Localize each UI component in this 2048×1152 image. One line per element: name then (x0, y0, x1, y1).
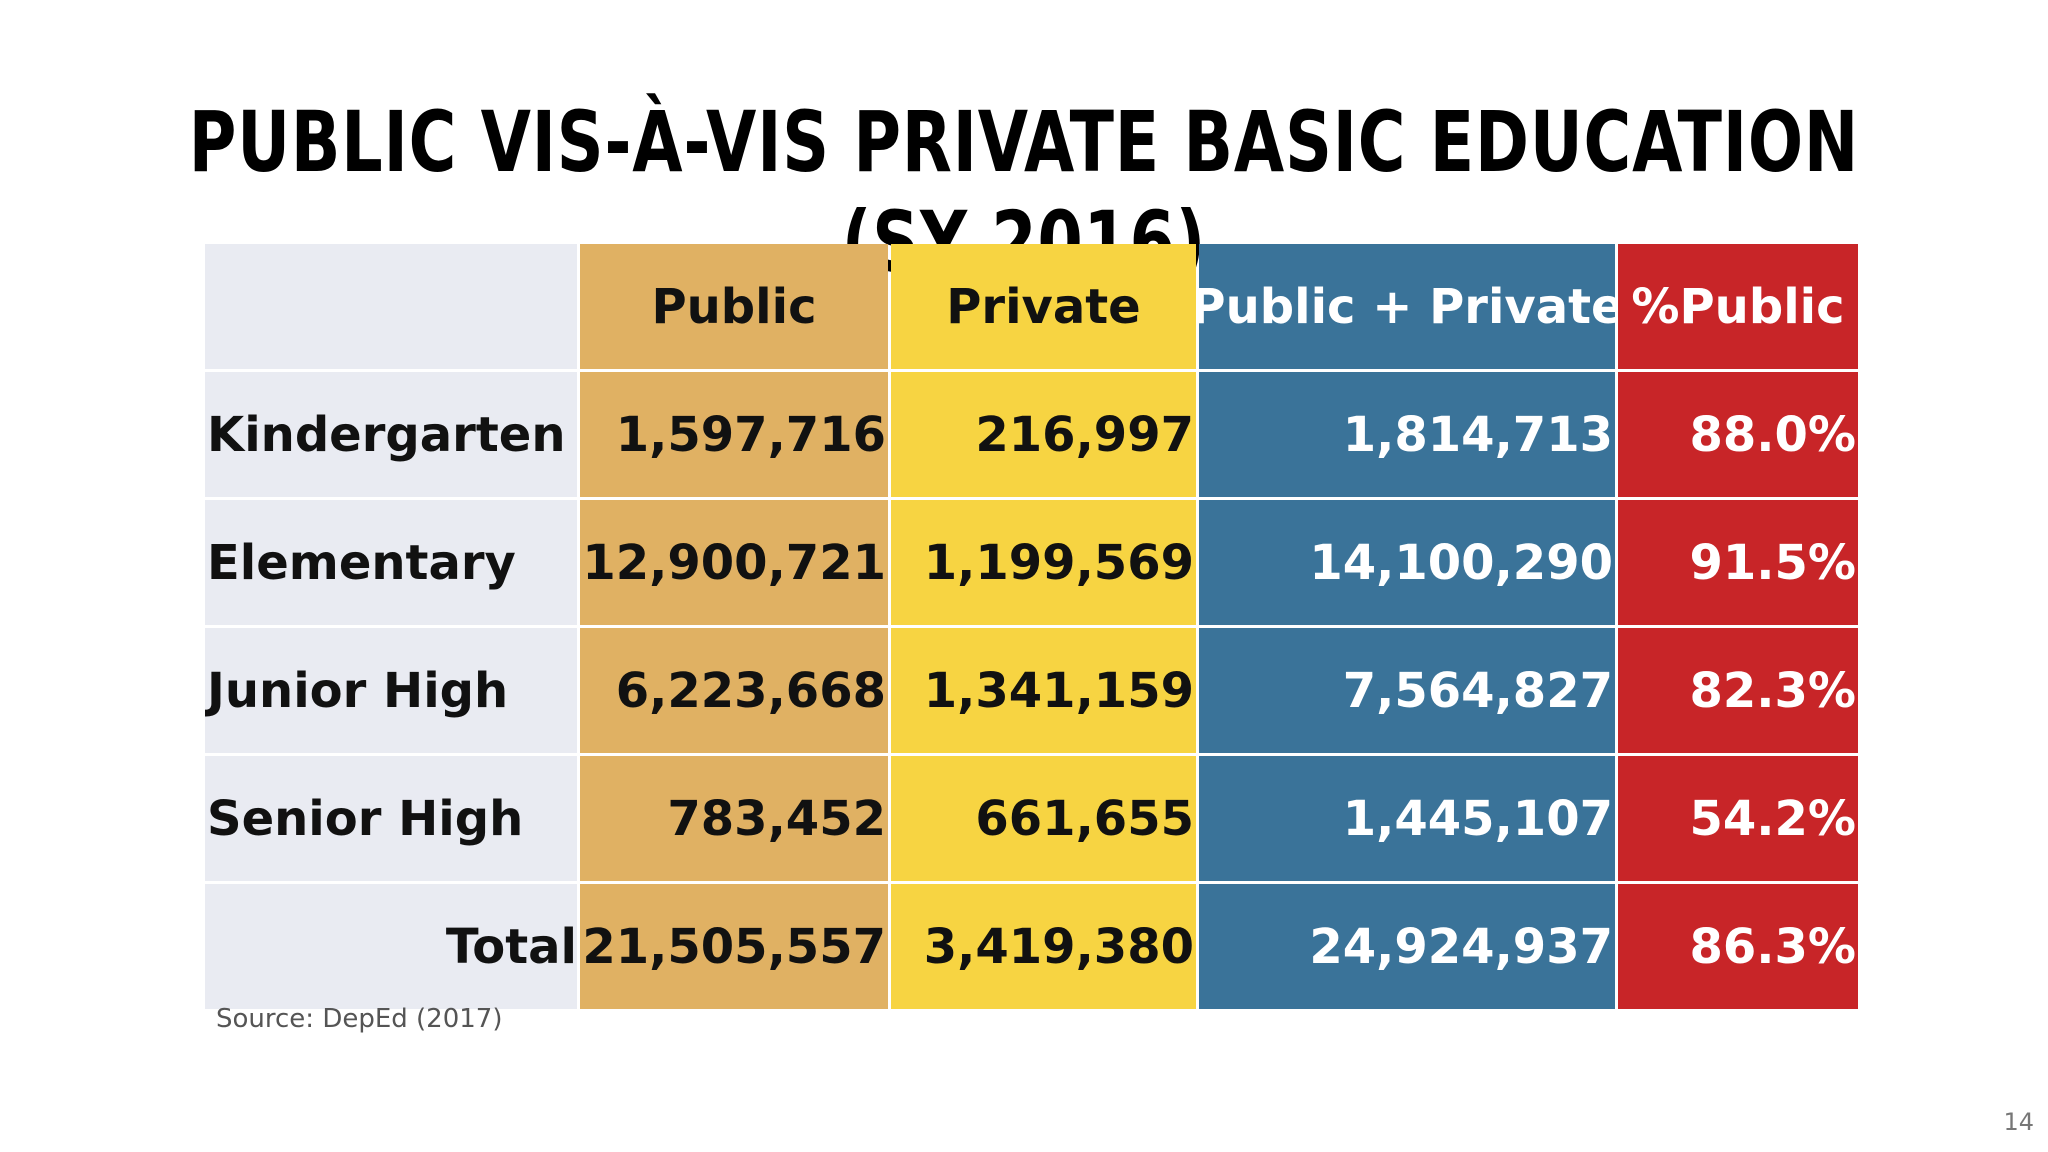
source-note: Source: DepEd (2017) (216, 1004, 503, 1034)
kindergarten-public: 1,597,716 (580, 372, 888, 497)
education-table: Public Private Public + Private %Public … (205, 244, 1858, 1009)
senior-high-public: 783,452 (580, 756, 888, 881)
senior-high-total: 1,445,107 (1199, 756, 1615, 881)
kindergarten-private: 216,997 (891, 372, 1196, 497)
header-public-plus-private: Public + Private (1199, 244, 1615, 369)
elementary-total: 14,100,290 (1199, 500, 1615, 625)
slide-title: Public vis-à-vis Private Basic Education… (188, 93, 1860, 291)
total-private: 3,419,380 (891, 884, 1196, 1009)
row-label-junior-high: Junior High (205, 628, 577, 753)
header-public: Public (580, 244, 888, 369)
junior-high-private: 1,341,159 (891, 628, 1196, 753)
senior-high-pct-public: 54.2% (1618, 756, 1858, 881)
row-label-total: Total (205, 884, 577, 1009)
total-total: 24,924,937 (1199, 884, 1615, 1009)
junior-high-total: 7,564,827 (1199, 628, 1615, 753)
kindergarten-pct-public: 88.0% (1618, 372, 1858, 497)
senior-high-private: 661,655 (891, 756, 1196, 881)
table-header-corner (205, 244, 577, 369)
page-number: 14 (2003, 1108, 2034, 1136)
total-public: 21,505,557 (580, 884, 888, 1009)
row-label-elementary: Elementary (205, 500, 577, 625)
elementary-pct-public: 91.5% (1618, 500, 1858, 625)
elementary-public: 12,900,721 (580, 500, 888, 625)
junior-high-pct-public: 82.3% (1618, 628, 1858, 753)
row-label-kindergarten: Kindergarten (205, 372, 577, 497)
elementary-private: 1,199,569 (891, 500, 1196, 625)
kindergarten-total: 1,814,713 (1199, 372, 1615, 497)
total-pct-public: 86.3% (1618, 884, 1858, 1009)
row-label-senior-high: Senior High (205, 756, 577, 881)
header-pct-public: %Public (1618, 244, 1858, 369)
header-private: Private (891, 244, 1196, 369)
junior-high-public: 6,223,668 (580, 628, 888, 753)
